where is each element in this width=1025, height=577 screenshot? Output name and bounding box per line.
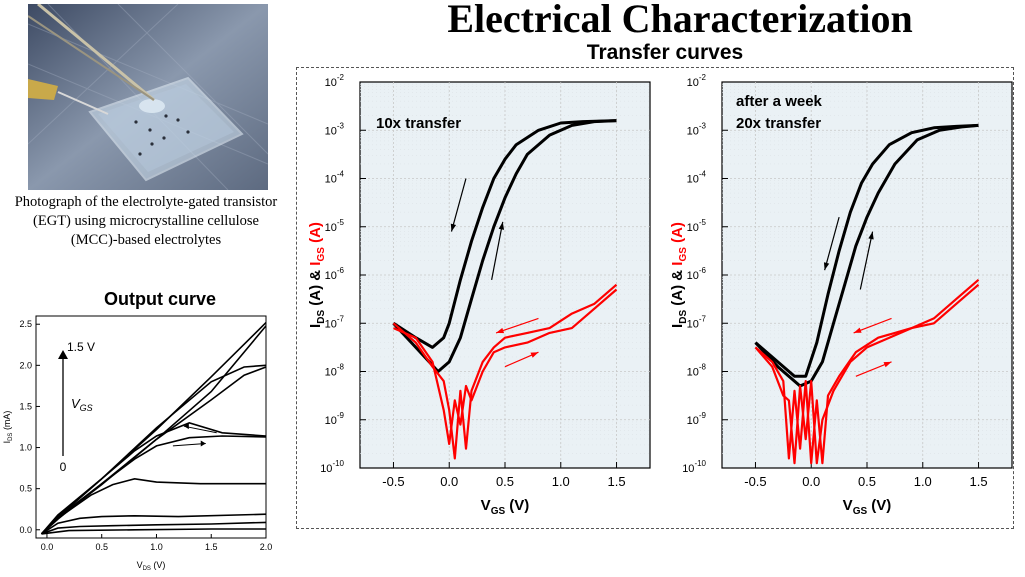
transfer2-red-arrow-head (853, 327, 862, 333)
transfer2-y-tick-label: 10-6 (687, 266, 707, 282)
output-curve-line (41, 521, 267, 535)
transfer2-sweep-arrow-head (868, 231, 874, 240)
transfer1-y-tick-label: 10-4 (325, 170, 345, 186)
output-y-tick-label: 2.0 (19, 360, 32, 370)
output-y-tick-label: 1.5 (19, 401, 32, 411)
output-sweep-arrowhead (183, 423, 189, 430)
transfer1-black-curve (392, 119, 617, 349)
output-curve-line (40, 477, 266, 535)
transfer1-y-tick-label: 10-6 (325, 266, 345, 282)
vgs-arrow-head (58, 350, 68, 359)
transfer1-y-tick-label: 10-5 (325, 218, 345, 234)
slide-title: Electrical Characterization (447, 0, 913, 41)
vgs-label: VGS (71, 396, 93, 413)
output-x-tick-label: 2.0 (260, 542, 273, 552)
output-y-tick-label: 2.5 (19, 319, 32, 329)
transfer1-y-tick-label: 10-2 (325, 73, 345, 89)
photo-caption: Photograph of the electrolyte-gated tran… (14, 194, 278, 248)
transfer-curves-heading: Transfer curves (586, 41, 744, 64)
transfer1-x-tick-label: 1.5 (607, 474, 625, 489)
transfer1-y-tick-label: 10-3 (325, 121, 345, 137)
transfer2-series-group (754, 123, 980, 465)
transfer2-x-axis-label: VGS (V) (843, 497, 892, 517)
output-x-axis-label: VDS (V) (137, 560, 166, 572)
transfer2-label-line1: after a week (736, 93, 823, 110)
transfer2-y-tick-label: 10-7 (687, 314, 707, 330)
transfer2-y-tick-label: 10-8 (687, 363, 707, 379)
transfer2-black-curve (754, 123, 979, 378)
transfer1-x-tick-label: -0.5 (382, 474, 404, 489)
transfer1-label: 10x transfer (376, 115, 461, 132)
output-x-tick-label: 0.0 (41, 542, 54, 552)
vgs-top-label: 1.5 V (67, 340, 95, 354)
output-y-axis-label: IDS (mA) (2, 411, 14, 444)
transfer2-y-axis-label: IDS (A) & IGS (A) (669, 222, 689, 328)
output-y-tick-label: 1.0 (19, 443, 32, 453)
transfer1-y-tick-label: 10-10 (320, 459, 344, 475)
output-curve-chart: 0.0 0.5 1.0 1.5 2.0 0.0 0.5 1.0 1.5 2.0 2.5 1.5 V 0 V… (2, 315, 273, 572)
output-curve-line (41, 513, 267, 535)
output-x-tick-label: 1.0 (150, 542, 163, 552)
output-y-tick-label: 0.0 (19, 525, 32, 535)
output-curve-line (41, 528, 266, 535)
transfer1-red-arrow-head (496, 327, 505, 334)
transfer-curves-panel (296, 67, 1014, 529)
output-curve-title: Output curve (103, 289, 216, 309)
output-x-tick-label: 0.5 (95, 542, 108, 552)
transfer2-y-tick-label: 10-4 (687, 170, 707, 186)
transfer2-black-curve (754, 123, 979, 388)
transfer2-y-tick-label: 10-9 (687, 411, 707, 427)
egt-device-photo (28, 4, 268, 190)
transfer1-sweep-arrow-head (498, 221, 505, 230)
transfer2-red-curve (754, 278, 980, 465)
transfer-chart-10x: -0.5 0.0 0.5 1.0 1.5 10-10 10-9 10-8 10-7 10-6 10-… (307, 73, 651, 517)
transfer2-sweep-arrow (859, 231, 874, 290)
output-curve-line (40, 422, 267, 535)
transfer1-y-tick-label: 10-9 (325, 411, 345, 427)
output-y-tick-label: 0.5 (19, 484, 32, 494)
transfer2-y-tick-label: 10-3 (687, 121, 707, 137)
transfer1-x-tick-label: 1.0 (552, 474, 570, 489)
transfer2-y-tick-label: 10-5 (687, 218, 707, 234)
output-sweep-arrow (172, 442, 206, 447)
transfer2-x-tick-label: 0.5 (858, 474, 876, 489)
transfer1-x-tick-label: 0.5 (496, 474, 514, 489)
vgs-bottom-label: 0 (60, 460, 67, 474)
transfer2-x-tick-label: -0.5 (744, 474, 766, 489)
transfer2-x-tick-label: 1.5 (969, 474, 987, 489)
transfer2-y-tick-label: 10-10 (682, 459, 706, 475)
transfer1-series-group (392, 119, 618, 460)
output-x-tick-label: 1.5 (205, 542, 218, 552)
transfer1-sweep-arrow (450, 178, 467, 232)
transfer2-y-tick-label: 10-2 (687, 73, 707, 89)
transfer1-y-axis-label: IDS (A) & IGS (A) (307, 222, 327, 328)
transfer2-sweep-arrow-head (823, 262, 830, 271)
transfer1-sweep-arrow (491, 221, 504, 280)
transfer2-red-arrow-head (883, 361, 892, 368)
transfer2-x-tick-label: 1.0 (914, 474, 932, 489)
transfer1-sweep-arrow-head (450, 223, 457, 232)
transfer1-black-curve (392, 119, 617, 373)
transfer2-x-tick-label: 0.0 (802, 474, 820, 489)
transfer-chart-after-week: -0.5 0.0 0.5 1.0 1.5 10-10 10-9 10-8 10-7 10-6 10-… (669, 73, 1013, 517)
transfer2-sweep-arrow (824, 216, 840, 271)
transfer1-x-tick-label: 0.0 (440, 474, 458, 489)
transfer2-label-line2: 20x transfer (736, 115, 821, 132)
transfer1-red-arrow-head (530, 352, 539, 358)
output-sweep-arrow (183, 425, 217, 434)
transfer1-red-curve (392, 283, 618, 460)
transfer1-x-axis-label: VGS (V) (481, 497, 530, 517)
transfer1-y-tick-label: 10-7 (325, 314, 345, 330)
transfer1-y-tick-label: 10-8 (325, 363, 345, 379)
output-sweep-arrowhead (200, 440, 206, 447)
